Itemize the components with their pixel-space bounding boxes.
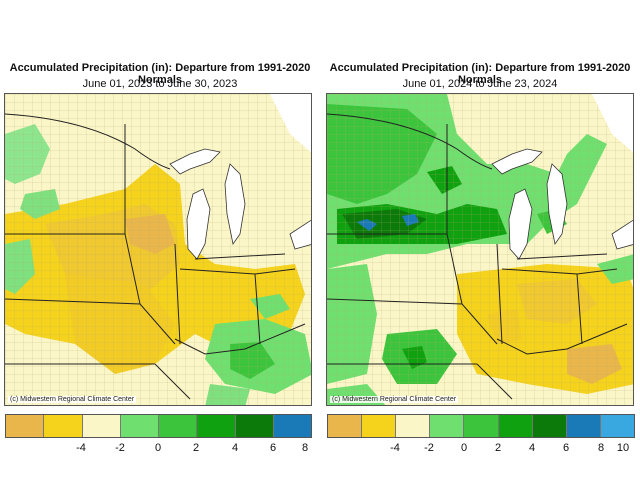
color-legend — [5, 414, 312, 438]
legend-swatch — [159, 415, 198, 437]
precip-map-graphic — [327, 94, 633, 405]
legend-swatch — [430, 415, 465, 437]
legend-tick-label: 10 — [616, 442, 630, 454]
legend-tick-label: 2 — [494, 442, 502, 454]
legend-swatch — [362, 415, 397, 437]
legend-swatch — [498, 415, 533, 437]
legend-tick-label: 6 — [562, 442, 570, 454]
legend-ticks: -4 -2 0 2 4 6 8 — [5, 442, 312, 456]
legend-swatch — [82, 415, 121, 437]
legend-swatch — [6, 415, 45, 437]
legend-swatch — [532, 415, 567, 437]
map-date-range: June 01, 2023 to June 30, 2023 — [82, 78, 238, 90]
source-credit: (c) Midwestern Regional Climate Center — [8, 396, 137, 403]
source-credit: (c) Midwestern Regional Climate Center — [330, 396, 459, 403]
legend-tick-label: -4 — [76, 442, 86, 454]
legend-swatch — [235, 415, 274, 437]
map-title: Accumulated Precipitation (in): Departur… — [9, 62, 311, 86]
legend-tick-label: -2 — [115, 442, 125, 454]
map-panel-2024: Accumulated Precipitation (in): Departur… — [320, 0, 640, 480]
legend-tick-label: 8 — [301, 442, 309, 454]
legend-tick-label: -2 — [424, 442, 434, 454]
legend-swatch — [44, 415, 83, 437]
legend-tick-label: -4 — [390, 442, 400, 454]
precip-map-graphic — [5, 94, 311, 405]
precip-map: (c) Midwestern Regional Climate Center — [326, 93, 634, 406]
legend-tick-label: 6 — [269, 442, 277, 454]
legend-tick-label: 4 — [528, 442, 536, 454]
legend-swatch — [600, 415, 634, 437]
legend-swatch — [566, 415, 601, 437]
legend-swatch — [396, 415, 431, 437]
legend-swatch — [120, 415, 159, 437]
color-legend — [327, 414, 635, 438]
map-panel-2023: Accumulated Precipitation (in): Departur… — [4, 62, 312, 456]
map-date-range: June 01, 2024 to June 23, 2024 — [402, 78, 558, 90]
legend-tick-label: 0 — [154, 442, 162, 454]
legend-swatch — [273, 415, 311, 437]
legend-tick-label: 0 — [460, 442, 468, 454]
legend-swatch — [328, 415, 363, 437]
legend-ticks: -4 -2 0 2 4 6 8 10 — [327, 442, 635, 456]
legend-tick-label: 8 — [597, 442, 605, 454]
legend-tick-label: 4 — [231, 442, 239, 454]
map-title: Accumulated Precipitation (in): Departur… — [329, 62, 631, 86]
legend-tick-label: 2 — [192, 442, 200, 454]
legend-swatch — [197, 415, 236, 437]
legend-swatch — [464, 415, 499, 437]
precip-map: (c) Midwestern Regional Climate Center — [4, 93, 312, 406]
